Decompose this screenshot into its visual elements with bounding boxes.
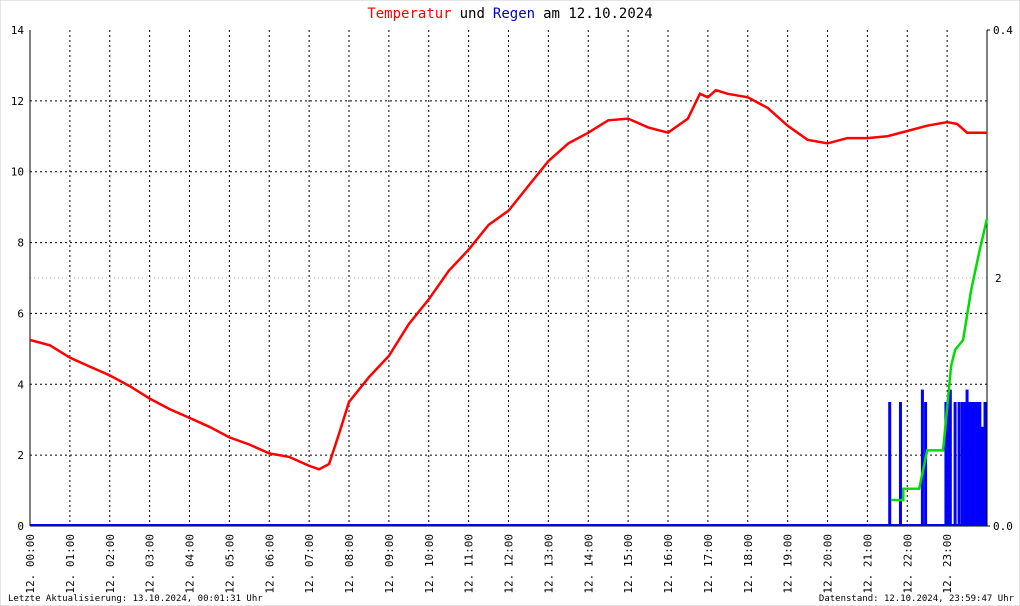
y2-tick-label: 0.0: [993, 520, 1013, 533]
x-tick-label: 12. 08:00: [343, 534, 356, 594]
bar: [960, 402, 964, 526]
bar: [957, 402, 961, 526]
y-tick-label: 10: [11, 166, 24, 179]
y3-tick-label: 2: [995, 272, 1002, 285]
bar: [967, 402, 971, 526]
x-tick-label: 12. 20:00: [822, 534, 835, 594]
bar: [953, 402, 957, 526]
bar: [948, 389, 952, 526]
y2-tick-label: 0.4: [993, 24, 1013, 37]
title-part: Regen: [493, 6, 535, 22]
line: [891, 218, 989, 502]
x-tick-label: 12. 02:00: [104, 534, 117, 594]
x-tick-label: 12. 14:00: [582, 534, 595, 594]
bar: [978, 402, 982, 526]
x-tick-label: 12. 06:00: [263, 534, 276, 594]
y-tick-label: 12: [11, 95, 24, 108]
x-tick-label: 12. 05:00: [223, 534, 236, 594]
bar: [963, 402, 967, 526]
bar: [898, 402, 902, 526]
x-tick-label: 12. 18:00: [742, 534, 755, 594]
x-tick-label: 12. 13:00: [542, 534, 555, 594]
x-tick-label: 12. 15:00: [622, 534, 635, 594]
bar: [970, 402, 974, 526]
x-tick-label: 12. 01:00: [64, 534, 77, 594]
bar: [947, 402, 951, 526]
bar: [944, 402, 948, 526]
bar: [965, 389, 969, 526]
x-tick-label: 12. 23:00: [941, 534, 954, 594]
y-tick-label: 4: [17, 378, 24, 391]
chart-title: Temperatur und Regen am 12.10.2024: [367, 6, 652, 22]
x-tick-label: 12. 00:00: [24, 534, 37, 594]
x-tick-label: 12. 22:00: [901, 534, 914, 594]
y-tick-label: 8: [17, 237, 24, 250]
y-tick-label: 0: [17, 520, 24, 533]
title-part: und: [460, 6, 485, 22]
bar: [888, 402, 892, 526]
y-tick-label: 6: [17, 307, 24, 320]
x-tick-label: 12. 10:00: [423, 534, 436, 594]
x-tick-label: 12. 07:00: [303, 534, 316, 594]
line: [29, 88, 987, 471]
y-tick-label: 2: [17, 449, 24, 462]
y-tick-label: 14: [11, 24, 25, 37]
x-tick-label: 12. 09:00: [383, 534, 396, 594]
bar: [983, 402, 987, 526]
bar: [972, 402, 976, 526]
x-tick-label: 12. 21:00: [861, 534, 874, 594]
x-tick-label: 12. 11:00: [463, 534, 476, 594]
x-tick-label: 12. 04:00: [184, 534, 197, 594]
x-tick-label: 12. 03:00: [144, 534, 157, 594]
title-part: am 12.10.2024: [543, 6, 653, 22]
title-part: Temperatur: [367, 6, 451, 22]
bar: [975, 402, 979, 526]
x-tick-label: 12. 16:00: [662, 534, 675, 594]
bar: [920, 389, 924, 526]
bar: [980, 426, 984, 526]
x-tick-label: 12. 17:00: [702, 534, 715, 594]
x-tick-label: 12. 12:00: [503, 534, 516, 594]
footer-left: Letzte Aktualisierung: 13.10.2024, 00:01…: [8, 594, 263, 604]
footer-right: Datenstand: 12.10.2024, 23:59:47 Uhr: [819, 594, 1015, 604]
x-tick-label: 12. 19:00: [782, 534, 795, 594]
